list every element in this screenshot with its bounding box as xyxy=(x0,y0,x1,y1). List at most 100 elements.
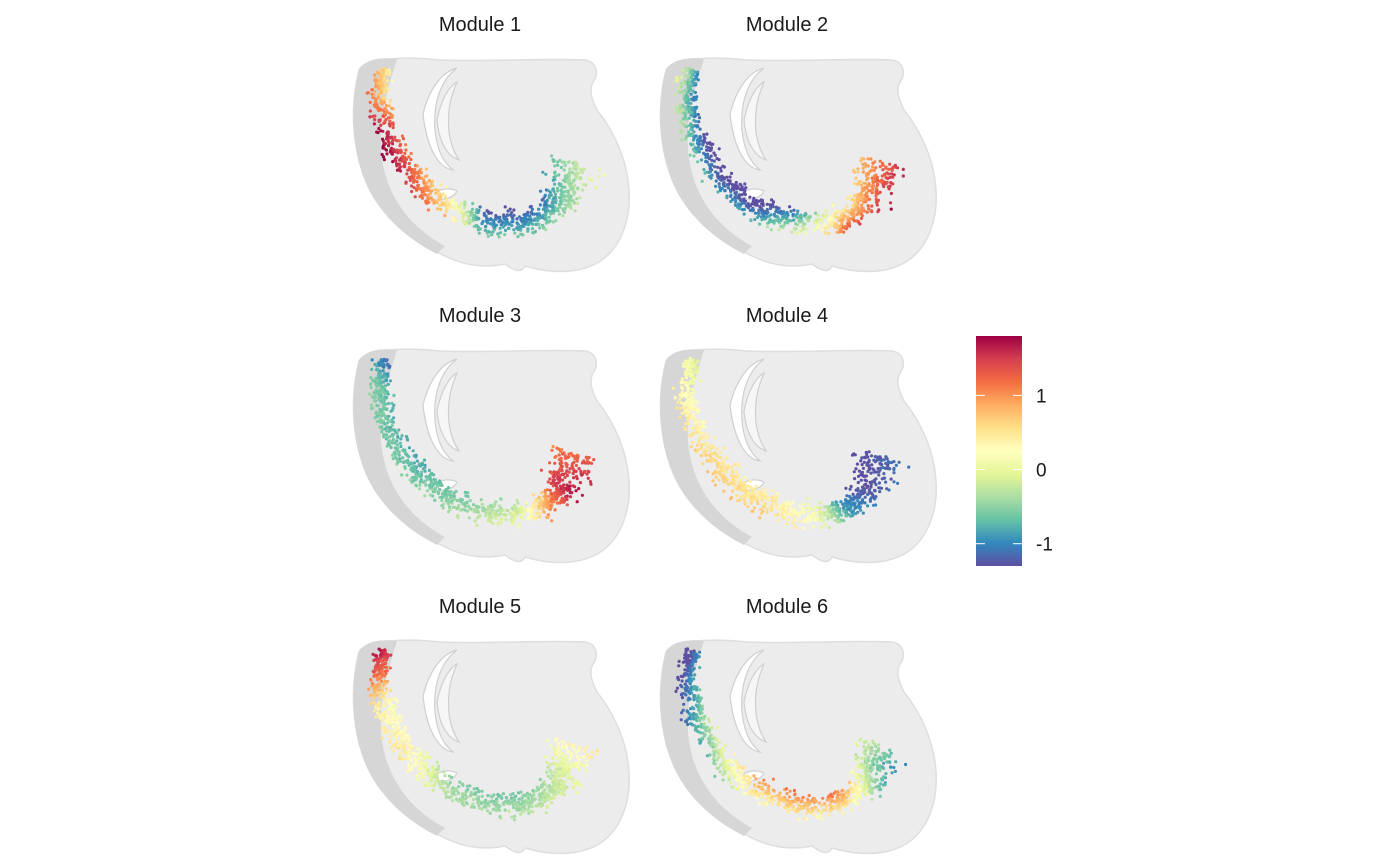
panel-module-3 xyxy=(352,348,630,564)
scatter-point xyxy=(538,203,542,207)
scatter-point xyxy=(373,89,377,93)
scatter-point xyxy=(519,515,523,520)
scatter-point xyxy=(506,209,510,213)
scatter-point xyxy=(733,462,737,467)
scatter-point xyxy=(708,164,712,169)
scatter-point xyxy=(881,183,885,187)
scatter-point xyxy=(709,447,713,451)
scatter-point xyxy=(859,508,863,512)
scatter-point xyxy=(469,790,473,794)
scatter-point xyxy=(502,508,506,512)
scatter-point xyxy=(692,677,696,681)
scatter-point xyxy=(388,419,392,424)
scatter-point xyxy=(492,511,496,515)
scatter-point xyxy=(715,471,719,475)
scatter-point xyxy=(549,154,554,158)
scatter-point xyxy=(586,476,590,480)
scatter-point xyxy=(550,756,555,760)
scatter-point xyxy=(543,488,547,492)
scatter-point xyxy=(386,716,390,720)
scatter-point xyxy=(864,474,868,478)
scatter-point xyxy=(402,756,406,760)
scatter-point xyxy=(854,488,858,492)
scatter-point xyxy=(385,152,389,156)
scatter-point xyxy=(516,525,520,529)
panel-title-module-2: Module 2 xyxy=(746,14,828,36)
scatter-point xyxy=(791,212,795,217)
scatter-point xyxy=(526,210,530,214)
scatter-point xyxy=(407,161,411,166)
scatter-point xyxy=(746,202,750,206)
scatter-point xyxy=(551,208,555,212)
scatter-point xyxy=(686,388,690,393)
scatter-point xyxy=(884,480,888,484)
scatter-point xyxy=(702,451,706,456)
scatter-point xyxy=(548,768,552,772)
scatter-point xyxy=(538,795,542,799)
scatter-point xyxy=(684,395,688,399)
scatter-point xyxy=(801,227,806,231)
scatter-point xyxy=(382,87,386,91)
scatter-point xyxy=(843,215,847,219)
scatter-point xyxy=(398,165,402,169)
scatter-point xyxy=(439,183,443,187)
scatter-point xyxy=(558,469,562,473)
scatter-point xyxy=(868,197,872,201)
scatter-point xyxy=(712,159,716,163)
scatter-point xyxy=(687,397,691,401)
scatter-point xyxy=(695,368,699,373)
scatter-point xyxy=(420,470,424,474)
scatter-point xyxy=(867,489,871,493)
scatter-point xyxy=(587,470,591,474)
scatter-point xyxy=(403,151,407,155)
scatter-point xyxy=(885,171,889,175)
scatter-point xyxy=(864,740,868,744)
scatter-point xyxy=(379,653,383,657)
scatter-point xyxy=(825,798,830,802)
scatter-point xyxy=(409,768,414,772)
scatter-point xyxy=(549,504,553,508)
scatter-point xyxy=(693,109,697,113)
scatter-point xyxy=(721,164,725,168)
scatter-point xyxy=(381,649,385,653)
scatter-point xyxy=(575,197,579,201)
scatter-point xyxy=(756,211,760,215)
scatter-point xyxy=(550,801,554,805)
scatter-point xyxy=(523,222,527,226)
scatter-point xyxy=(376,368,380,372)
scatter-point xyxy=(696,160,700,164)
scatter-point xyxy=(862,745,866,749)
scatter-point xyxy=(390,423,394,428)
scatter-point xyxy=(680,390,684,395)
scatter-point xyxy=(752,774,756,778)
scatter-point xyxy=(555,473,559,477)
scatter-point xyxy=(681,708,685,712)
scatter-point xyxy=(450,789,454,793)
scatter-point xyxy=(826,517,830,521)
scatter-point xyxy=(866,184,871,188)
scatter-point xyxy=(490,233,494,237)
scatter-point xyxy=(842,519,846,523)
scatter-point xyxy=(581,785,585,789)
scatter-point xyxy=(698,134,702,139)
scatter-point xyxy=(564,743,568,747)
scatter-point xyxy=(856,499,860,503)
scatter-point xyxy=(683,409,687,413)
scatter-point xyxy=(759,208,763,212)
scatter-point xyxy=(686,101,690,105)
scatter-point xyxy=(685,679,689,683)
scatter-point xyxy=(463,490,467,494)
scatter-point xyxy=(697,738,701,742)
scatter-point xyxy=(404,750,408,754)
scatter-point xyxy=(380,425,384,429)
scatter-point xyxy=(390,745,394,749)
scatter-point xyxy=(850,453,855,457)
scatter-point xyxy=(790,230,794,234)
scatter-point xyxy=(368,392,372,396)
scatter-point xyxy=(429,784,434,788)
scatter-point xyxy=(391,126,395,130)
scatter-point xyxy=(575,500,579,504)
scatter-point xyxy=(869,485,873,489)
scatter-point xyxy=(531,789,535,793)
scatter-point xyxy=(807,215,811,219)
